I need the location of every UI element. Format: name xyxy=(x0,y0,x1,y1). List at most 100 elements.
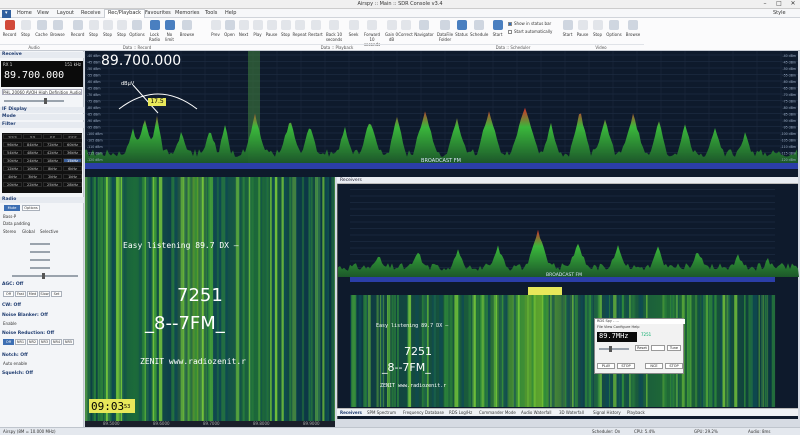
audio-record-button[interactable]: Record xyxy=(2,20,17,44)
filter-cell[interactable]: 42kHz xyxy=(43,150,62,155)
subtab-rds-log[interactable]: RDS Log/Hz xyxy=(449,410,473,415)
filter-cell[interactable]: 30kHz xyxy=(3,158,22,163)
tab-rec-playback[interactable]: Rec/Playback xyxy=(104,9,146,18)
nr3-button[interactable]: NR3 xyxy=(39,339,50,345)
correct-button[interactable]: Correct xyxy=(398,20,413,44)
close-icon[interactable]: ✕ xyxy=(790,0,796,7)
radio-tab-mute[interactable]: Mute xyxy=(4,205,20,211)
no-limit-button[interactable]: No limit xyxy=(162,20,177,44)
rds-spy-stop2-button[interactable]: STOP xyxy=(665,363,683,369)
bass-option[interactable]: Bass-P xyxy=(3,214,17,219)
data-stop-button-1[interactable]: Stop xyxy=(86,20,101,44)
filter-cell[interactable]: 24kHz xyxy=(23,158,42,163)
filter-cell[interactable]: 25kHz xyxy=(43,182,62,187)
datafile-folder-button[interactable]: DataFile Folder xyxy=(436,20,454,44)
data-browse-button[interactable]: Browse xyxy=(178,20,196,44)
audio-cache-button[interactable]: Cache xyxy=(34,20,49,44)
gain-button[interactable]: Gain 0 dB xyxy=(384,20,399,44)
spectrum-frequency[interactable]: 89.700.000 xyxy=(101,53,182,69)
app-menu-button[interactable]: ▾ xyxy=(2,10,11,18)
repeat-button[interactable]: Repeat xyxy=(292,20,307,44)
rx-frequency[interactable]: 89.700.000 xyxy=(4,70,65,81)
video-pause-button[interactable]: Pause xyxy=(575,20,590,44)
filter-cell[interactable]: 1kHz xyxy=(63,174,82,179)
agc-slow-button[interactable]: Slow xyxy=(39,291,50,297)
video-start-button[interactable]: Start xyxy=(560,20,575,44)
global-radio[interactable]: Global xyxy=(22,229,35,234)
nr5-button[interactable]: NR5 xyxy=(63,339,74,345)
filter-cell[interactable]: 2kHz xyxy=(43,174,62,179)
audio-device-select[interactable]: PHL 20060 AVOH High Definition Audio xyxy=(2,89,82,95)
filter-cell[interactable]: 84kHz xyxy=(23,142,42,147)
lock-radio-button[interactable]: Lock Radio xyxy=(147,20,162,44)
playback-stop-button[interactable]: Stop xyxy=(278,20,293,44)
seek-button[interactable]: Seek xyxy=(346,20,361,44)
filter-cell[interactable]: >> xyxy=(43,134,62,139)
subtab-frequency-database[interactable]: Frequency Database xyxy=(403,410,445,415)
scheduler-start-button[interactable]: Start xyxy=(490,20,505,44)
restart-button[interactable]: Restart xyxy=(308,20,323,44)
filter-header[interactable]: Filter xyxy=(0,122,84,128)
filter-cell[interactable]: 12kHz xyxy=(3,166,22,171)
filter-cell[interactable]: 20kHz xyxy=(3,182,22,187)
subtab-commander[interactable]: Commander Mode xyxy=(479,410,516,415)
rds-spy-reset-button[interactable]: Reset xyxy=(635,345,649,351)
rds-spy-menu[interactable]: File View Configure Help xyxy=(597,325,640,329)
tab-tools[interactable]: Tools xyxy=(205,10,218,16)
back-10-button[interactable]: Back 10 seconds xyxy=(324,20,344,44)
minimize-icon[interactable]: – xyxy=(763,0,767,7)
tab-receive[interactable]: Receive xyxy=(81,10,101,16)
agc-set-button[interactable]: Set xyxy=(51,291,62,297)
radio-tab-options[interactable]: Options xyxy=(22,205,40,211)
if-display-header[interactable]: IF Display xyxy=(0,107,84,113)
notch-auto-check[interactable]: Auto enable xyxy=(3,361,28,366)
rds-spy-slider[interactable] xyxy=(599,346,629,352)
rds-spy-tune-button[interactable]: Tune xyxy=(667,345,681,351)
tab-home[interactable]: Home xyxy=(17,10,32,16)
agc-med-button[interactable]: Med xyxy=(27,291,38,297)
filter-cell[interactable]: 54kHz xyxy=(3,150,22,155)
subtab-playback[interactable]: Playback xyxy=(627,410,645,415)
video-browse-button[interactable]: Browse xyxy=(624,20,642,44)
open-button[interactable]: Open xyxy=(222,20,237,44)
tab-memories[interactable]: Memories xyxy=(175,10,200,16)
filter-cell[interactable]: 15kHz xyxy=(63,158,82,163)
filter-cell[interactable]: 72kHz xyxy=(43,142,62,147)
data-stop-button-2[interactable]: Stop xyxy=(100,20,115,44)
filter-cell[interactable]: 36kHz xyxy=(63,150,82,155)
pause-button[interactable]: Pause xyxy=(264,20,279,44)
level-slider-1[interactable] xyxy=(30,243,50,245)
filter-cell[interactable]: 22kHz xyxy=(23,182,42,187)
subtab-3d-waterfall[interactable]: 3D Waterfall xyxy=(559,410,584,415)
filter-cell[interactable]: << xyxy=(23,134,42,139)
agc-header[interactable]: AGC: Off xyxy=(2,282,24,287)
schedule-button[interactable]: Schedule xyxy=(470,20,488,44)
maximize-icon[interactable]: □ xyxy=(776,0,782,7)
model-slider[interactable] xyxy=(12,273,78,279)
level-slider-4[interactable] xyxy=(30,267,50,269)
selective-radio[interactable]: Selective xyxy=(40,229,59,234)
video-options-button[interactable]: Options xyxy=(605,20,623,44)
video-stop-button[interactable]: Stop xyxy=(590,20,605,44)
filter-cell[interactable]: 8kHz xyxy=(43,166,62,171)
radio-header[interactable]: Radio xyxy=(0,197,84,203)
filter-cell[interactable]: 3kHz xyxy=(23,174,42,179)
level-slider-3[interactable] xyxy=(30,259,50,261)
filter-cell[interactable]: >>> xyxy=(63,134,82,139)
filter-cell[interactable]: 4kHz xyxy=(3,174,22,179)
style-menu[interactable]: Style xyxy=(773,10,786,16)
subtab-signal-history[interactable]: Signal History xyxy=(593,410,621,415)
notch-header[interactable]: Notch: Off xyxy=(2,353,28,358)
main-spectrum[interactable]: BROADCAST FM -40 dBm -45 dBm -50 dBm -55 dB… xyxy=(85,51,798,177)
subtab-receivers[interactable]: Receivers xyxy=(340,410,362,415)
noise-blanker-header[interactable]: Noise Blanker: Off xyxy=(2,313,48,318)
rds-spy-window[interactable]: RDS Spy - ... File View Configure Help 8… xyxy=(594,318,685,374)
nr4-button[interactable]: NR4 xyxy=(51,339,62,345)
squelch-header[interactable]: Squelch: Off xyxy=(2,371,33,376)
audio-stop-button[interactable]: Stop xyxy=(18,20,33,44)
agc-off-button[interactable]: Off xyxy=(3,291,14,297)
receivers-tuning-marker[interactable] xyxy=(528,287,562,295)
play-button[interactable]: Play xyxy=(250,20,265,44)
nr-off-button[interactable]: Off xyxy=(3,339,14,345)
rds-spy-stop-button[interactable]: STOP xyxy=(617,363,635,369)
